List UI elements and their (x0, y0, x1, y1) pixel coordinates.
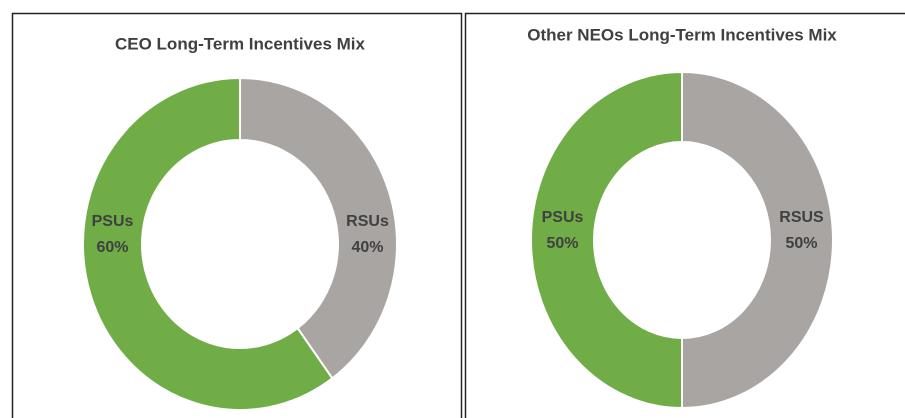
slice-label: RSUs (346, 213, 389, 230)
slice-value: 40% (351, 239, 383, 256)
donut-slice (681, 70, 834, 410)
donut-slice (239, 76, 398, 380)
slice-label: PSUs (542, 209, 584, 226)
slice-label: PSUs (92, 213, 134, 230)
panel-border (11, 12, 463, 418)
chart-title: Other NEOs Long-Term Incentives Mix (527, 25, 837, 44)
slice-value: 60% (96, 239, 128, 256)
donut-slice (530, 70, 683, 410)
slice-value: 50% (785, 235, 817, 252)
panel-border (464, 12, 905, 418)
slice-label: RSUS (779, 209, 824, 226)
chart-title: CEO Long-Term Incentives Mix (115, 34, 366, 53)
donut-slice (82, 76, 334, 411)
slice-value: 50% (546, 235, 578, 252)
